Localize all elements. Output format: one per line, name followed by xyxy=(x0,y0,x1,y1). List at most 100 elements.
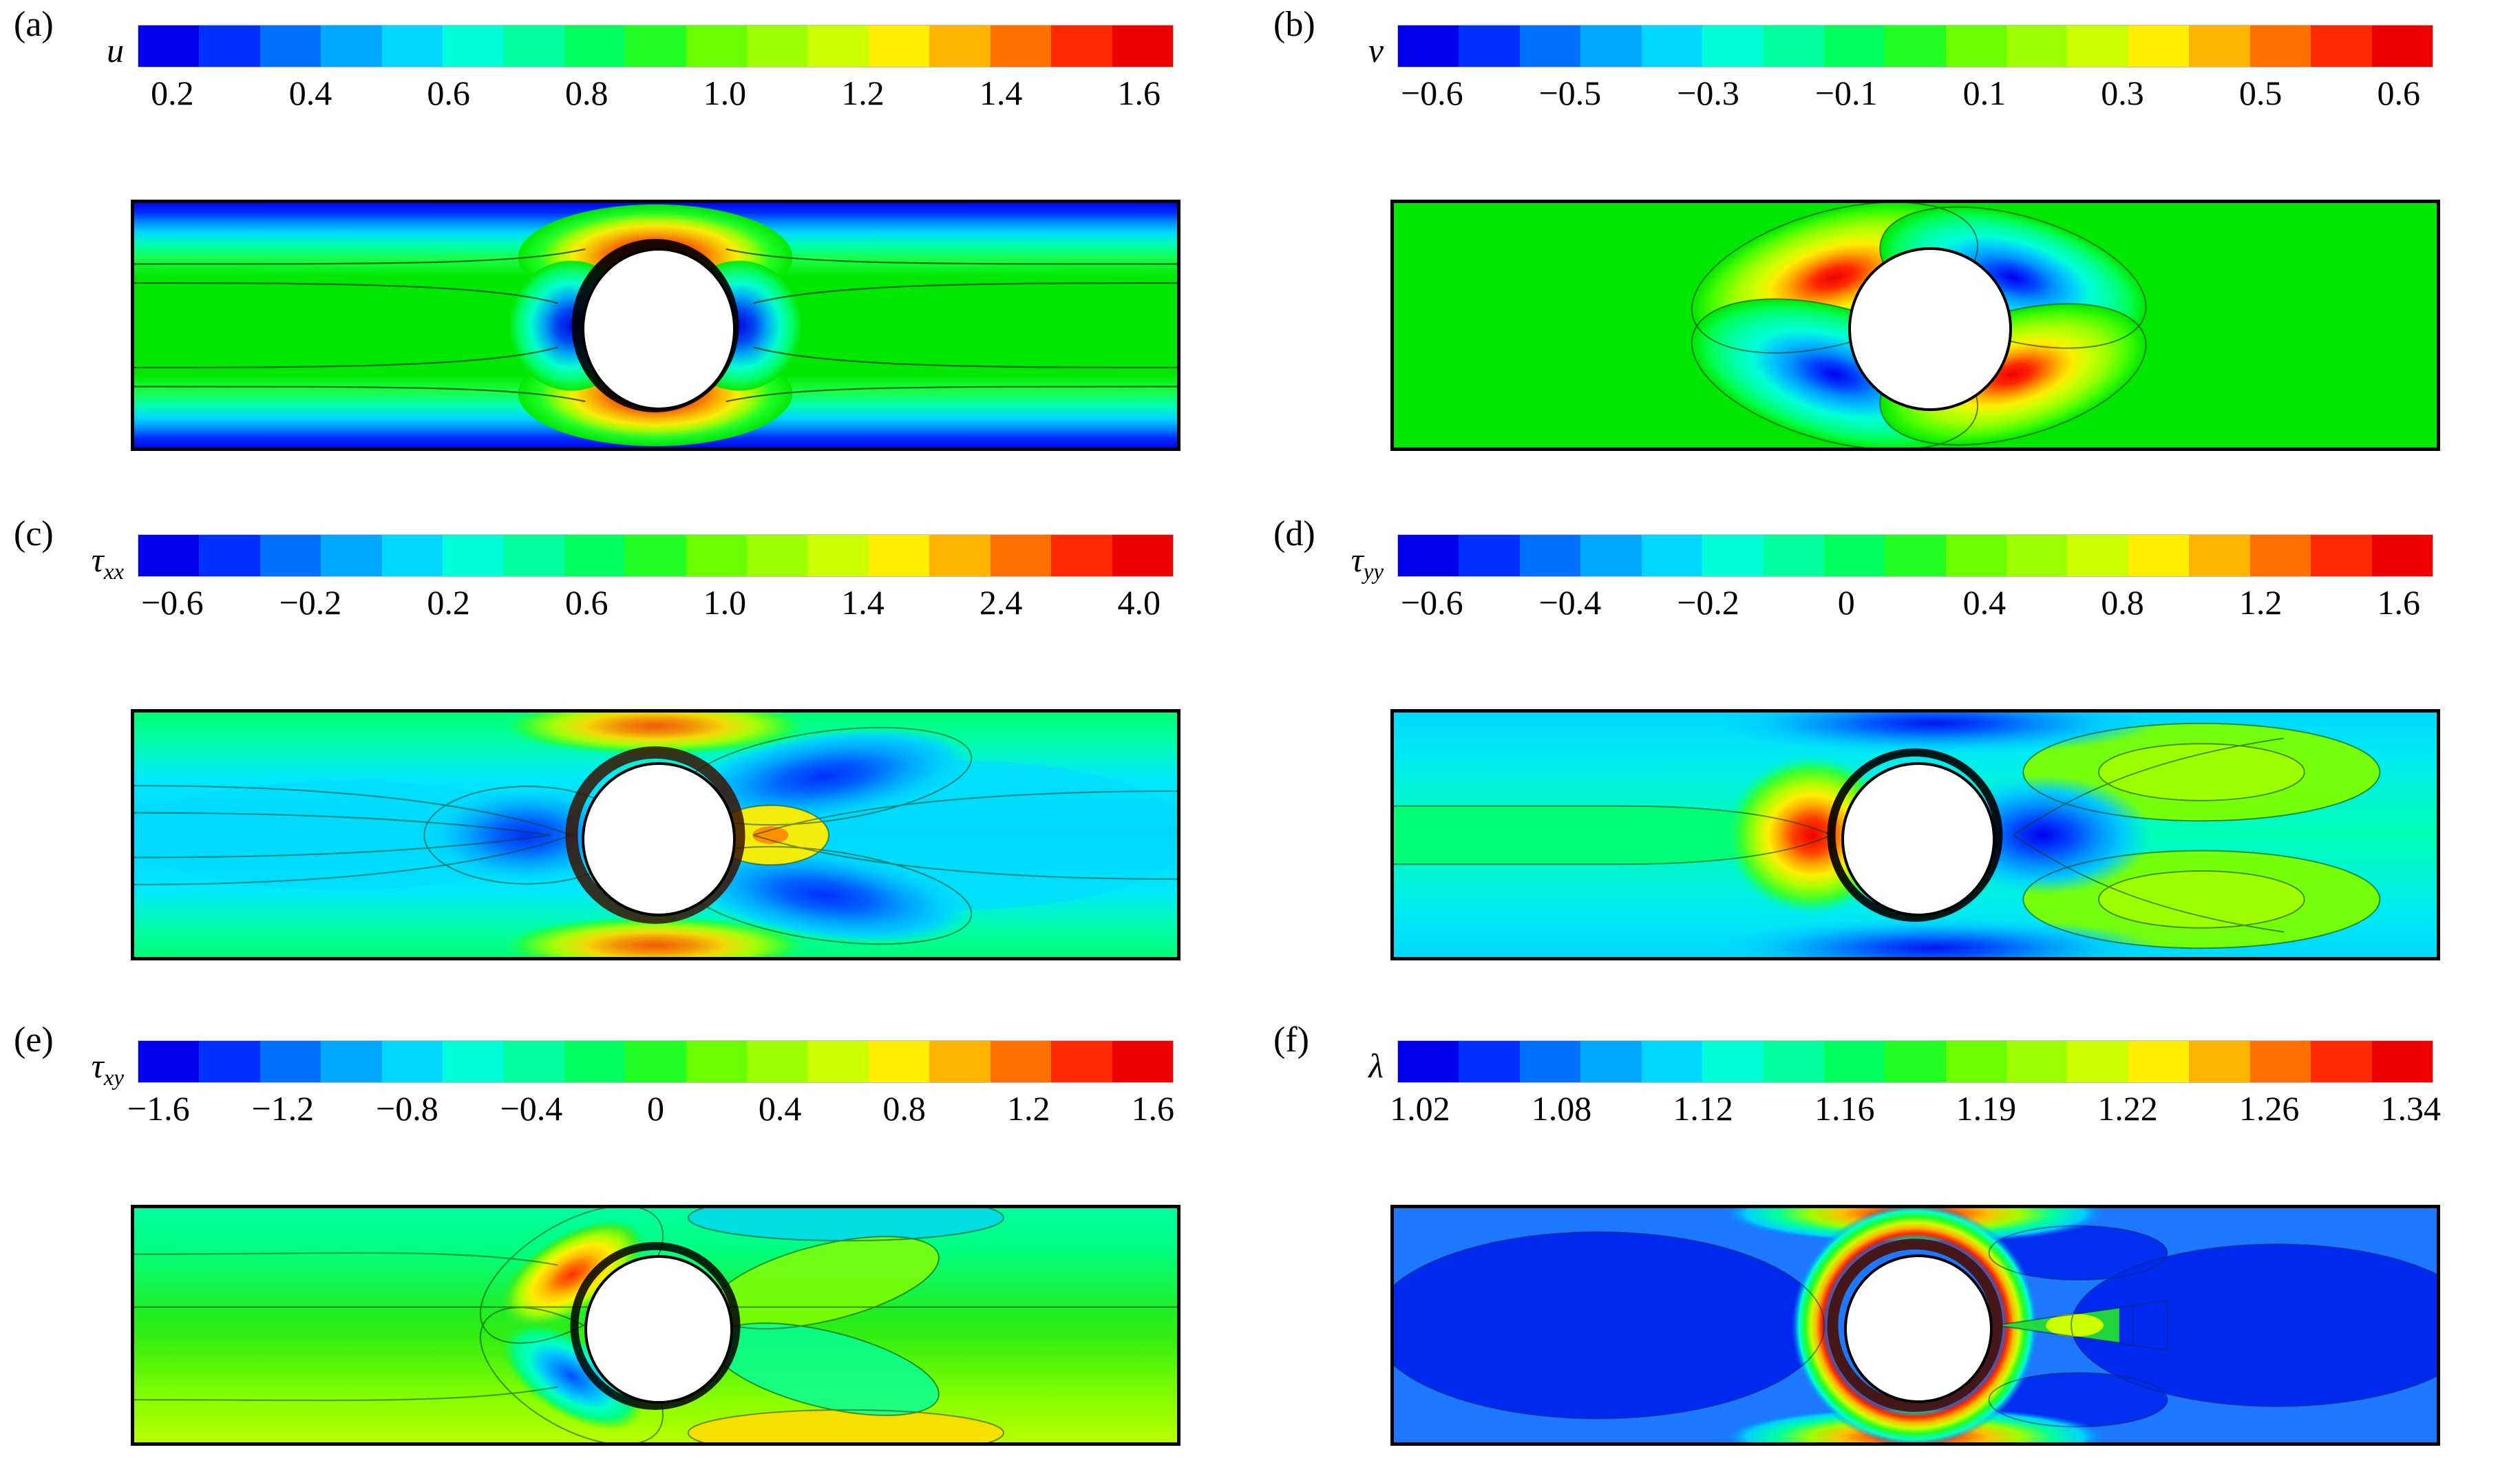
colorbar-swatch xyxy=(1580,1041,1642,1082)
colorbar-tick-label: 1.2 xyxy=(1006,1089,1050,1128)
colorbar-swatch xyxy=(564,535,626,576)
colorbar-swatch xyxy=(503,25,564,67)
colorbar-tick-label: 0.2 xyxy=(427,583,470,622)
panel-b-tag: (b) xyxy=(1273,5,1315,44)
colorbar-tick-label: 0.4 xyxy=(288,74,332,112)
colorbar-swatch xyxy=(2249,535,2311,576)
colorbar-swatch xyxy=(2128,25,2190,67)
colorbar-swatch xyxy=(321,25,382,67)
colorbar-swatch xyxy=(443,535,504,576)
colorbar-swatch xyxy=(1051,25,1112,67)
colorbar-tick-label: 0.1 xyxy=(1962,74,2007,112)
colorbar-tick-label: 1.2 xyxy=(841,74,885,112)
colorbar-swatch xyxy=(2371,1041,2433,1082)
colorbar-tick-label: −0.4 xyxy=(500,1089,563,1128)
colorbar-swatch xyxy=(1641,25,1703,67)
colorbar-swatch xyxy=(381,535,443,576)
colorbar-swatch xyxy=(1885,1041,1946,1082)
colorbar-tick-label: 0.6 xyxy=(564,583,608,622)
colorbar-swatch xyxy=(443,25,504,67)
colorbar-tick-label: 1.6 xyxy=(2377,583,2420,622)
panel-f: (f) λ 1.02 1.08 1.12 1.16 1.19 1.22 1.26 1.34 xyxy=(1273,1022,2485,1474)
colorbar-tick-label: 0 xyxy=(1837,583,1855,622)
colorbar-swatch xyxy=(260,535,321,576)
panel-a-cylinder xyxy=(582,248,736,410)
colorbar-swatch xyxy=(381,25,443,67)
colorbar-swatch xyxy=(807,535,869,576)
colorbar-tick-label: 0 xyxy=(647,1089,665,1128)
panel-d-tag: (d) xyxy=(1273,514,1315,554)
panel-a-tag: (a) xyxy=(14,5,54,44)
colorbar-tick-label: 1.16 xyxy=(1814,1089,1875,1128)
panel-c-symbol: τxx xyxy=(91,540,124,585)
colorbar-swatch xyxy=(1519,535,1581,576)
colorbar-swatch xyxy=(1823,25,1885,67)
colorbar-tick-label: −1.2 xyxy=(251,1089,315,1128)
colorbar-tick-label: 1.34 xyxy=(2380,1089,2441,1128)
colorbar-swatch xyxy=(625,1041,686,1082)
colorbar-swatch xyxy=(321,535,382,576)
colorbar-swatch xyxy=(1398,535,1459,576)
colorbar-swatch xyxy=(1702,25,1764,67)
colorbar-swatch xyxy=(1823,535,1885,576)
panel-b-cylinder xyxy=(1848,247,2012,411)
colorbar-swatch xyxy=(2189,25,2250,67)
colorbar-swatch xyxy=(2128,1041,2190,1082)
colorbar-tick-label: −0.6 xyxy=(1400,74,1463,112)
colorbar-tick-label: 1.2 xyxy=(2238,583,2283,622)
colorbar-tick-label: 1.6 xyxy=(1131,1089,1175,1128)
colorbar-swatch xyxy=(990,1041,1052,1082)
colorbar-swatch xyxy=(443,1041,504,1082)
panel-c-contour-domain xyxy=(131,709,1180,960)
colorbar-tick-label: −0.2 xyxy=(279,583,342,622)
colorbar-swatch xyxy=(686,25,748,67)
colorbar-swatch xyxy=(2067,25,2128,67)
colorbar-swatch xyxy=(260,25,321,67)
panel-e-colorbar-ticks: −1.6 −1.2 −0.8 −0.4 0 0.4 0.8 1.2 1.6 xyxy=(96,1091,1215,1126)
panel-b-contour-domain xyxy=(1390,200,2440,451)
colorbar-swatch xyxy=(747,535,808,576)
panel-c-colorbar xyxy=(138,534,1174,577)
colorbar-swatch xyxy=(1519,1041,1581,1082)
panel-d-field xyxy=(1394,713,2437,957)
colorbar-swatch xyxy=(1580,535,1642,576)
colorbar-swatch xyxy=(868,535,930,576)
colorbar-swatch xyxy=(929,535,991,576)
colorbar-swatch xyxy=(868,1041,930,1082)
colorbar-tick-label: 1.08 xyxy=(1531,1089,1592,1128)
panel-a-contour-domain xyxy=(131,200,1180,451)
colorbar-tick-label: 2.4 xyxy=(979,583,1023,622)
colorbar-swatch xyxy=(199,535,260,576)
colorbar-swatch xyxy=(929,25,991,67)
colorbar-swatch xyxy=(1885,535,1946,576)
colorbar-swatch xyxy=(2189,1041,2250,1082)
panel-f-symbol: λ xyxy=(1368,1046,1384,1085)
colorbar-swatch xyxy=(260,1041,321,1082)
panel-a: (a) u 0.2 0.4 0.6 0.8 1.0 1.2 1.4 1.6 xyxy=(14,7,1225,489)
panel-b: (b) v −0.6 −0.5 −0.3 −0.1 0.1 0.3 0.5 0.6 xyxy=(1273,7,2485,489)
colorbar-swatch xyxy=(2249,1041,2311,1082)
colorbar-tick-label: −1.6 xyxy=(127,1089,190,1128)
colorbar-swatch xyxy=(1763,535,1824,576)
panel-c-colorbar-ticks: −0.6 −0.2 0.2 0.6 1.0 1.4 2.4 4.0 xyxy=(103,585,1208,620)
colorbar-swatch xyxy=(138,535,200,576)
colorbar-swatch xyxy=(1459,1041,1520,1082)
colorbar-swatch xyxy=(2311,1041,2372,1082)
panel-a-colorbar-ticks: 0.2 0.4 0.6 0.8 1.0 1.2 1.4 1.6 xyxy=(103,76,1208,110)
colorbar-tick-label: −0.3 xyxy=(1677,74,1739,112)
colorbar-swatch xyxy=(2249,25,2311,67)
colorbar-tick-label: 0.2 xyxy=(151,74,194,112)
colorbar-swatch xyxy=(2128,535,2190,576)
colorbar-swatch xyxy=(503,1041,564,1082)
panel-c-cylinder xyxy=(582,762,736,916)
colorbar-swatch xyxy=(807,1041,869,1082)
colorbar-tick-label: 1.12 xyxy=(1673,1089,1733,1128)
colorbar-tick-label: −0.2 xyxy=(1677,583,1739,622)
colorbar-swatch xyxy=(1459,25,1520,67)
colorbar-swatch xyxy=(1051,535,1112,576)
colorbar-swatch xyxy=(564,25,626,67)
panel-d-contour-domain xyxy=(1390,709,2440,960)
panel-d-colorbar-ticks: −0.6 −0.4 −0.2 0 0.4 0.8 1.2 1.6 xyxy=(1363,585,2468,620)
colorbar-tick-label: 0.6 xyxy=(427,74,470,112)
colorbar-swatch xyxy=(503,535,564,576)
